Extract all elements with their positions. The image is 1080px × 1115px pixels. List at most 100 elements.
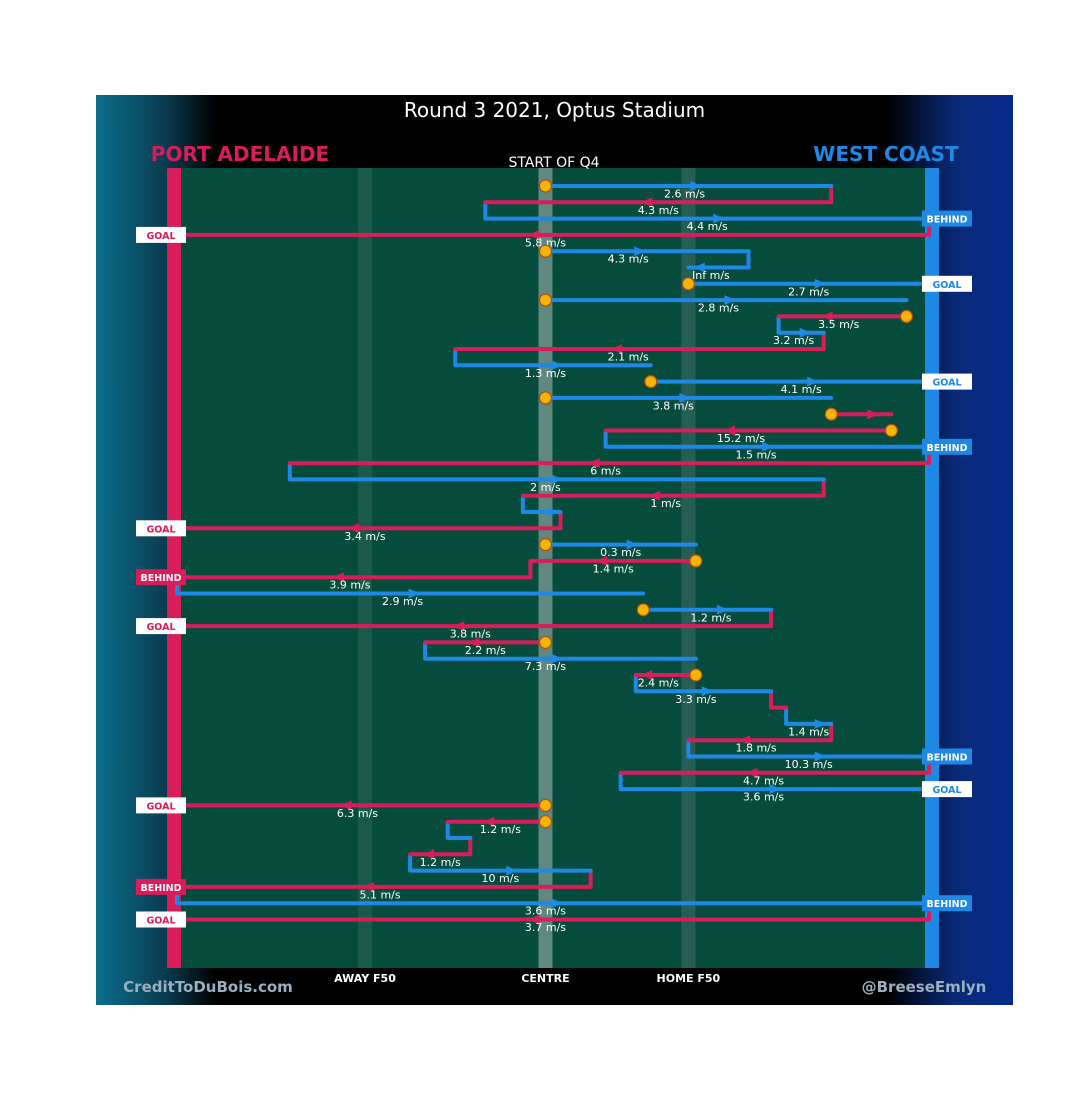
direction-arrow <box>551 898 563 909</box>
speed-label: 3.6 m/s <box>525 905 566 918</box>
centre-bounce-marker <box>538 293 553 307</box>
outcome-label: GOAL <box>146 524 175 535</box>
centre-bounce-marker <box>538 815 553 829</box>
direction-arrow <box>799 327 811 338</box>
speed-label: 2.6 m/s <box>664 188 705 201</box>
centre-bounce-marker <box>538 244 553 258</box>
speed-label: 2.8 m/s <box>698 302 739 315</box>
direction-arrow <box>551 653 563 664</box>
team-right-name: WEST COAST <box>813 142 959 166</box>
outcome-badge <box>136 520 186 537</box>
team-left-name: PORT ADELAIDE <box>151 142 329 166</box>
outcome-label: GOAL <box>932 280 961 291</box>
direction-arrow <box>724 295 736 306</box>
outcome-badge <box>136 618 186 635</box>
direction-arrow <box>814 718 826 729</box>
direction-arrow <box>626 539 638 550</box>
speed-label: 1.2 m/s <box>420 856 461 869</box>
centre-bounce-marker <box>538 391 553 405</box>
outcome-badge <box>136 569 186 586</box>
speed-label: 3.9 m/s <box>329 579 370 592</box>
direction-arrow <box>634 246 646 257</box>
speed-label: 0.3 m/s <box>600 546 641 559</box>
direction-arrow <box>408 588 420 599</box>
x-axis-label: CENTRE <box>521 972 569 985</box>
direction-arrow <box>762 441 774 452</box>
direction-arrow <box>679 392 691 403</box>
direction-arrow <box>453 621 465 632</box>
x-axis-label: AWAY F50 <box>334 972 396 985</box>
outcome-badge <box>136 878 186 895</box>
direction-arrow <box>483 816 495 827</box>
outcome-badge <box>922 373 972 390</box>
stoppage-marker <box>899 309 914 323</box>
field-band-2 <box>681 168 696 968</box>
stoppage-marker <box>689 554 703 568</box>
speed-label: 3.7 m/s <box>525 921 566 934</box>
outcome-badge <box>136 911 186 928</box>
direction-arrow <box>814 751 826 762</box>
direction-arrow <box>363 881 375 892</box>
speed-label: 2.7 m/s <box>788 285 829 298</box>
centre-bounce-marker <box>538 538 553 552</box>
outcome-label: BEHIND <box>926 899 967 910</box>
direction-arrow <box>713 213 725 224</box>
speed-label: 3.4 m/s <box>344 530 385 543</box>
chart-subtitle: START OF Q4 <box>508 155 599 171</box>
outcome-badge <box>922 781 972 798</box>
outcome-label: GOAL <box>932 785 961 796</box>
stoppage-marker <box>681 277 695 291</box>
direction-arrow <box>506 865 518 876</box>
speed-label: 6 m/s <box>590 465 621 478</box>
centre-bounce-marker <box>538 798 553 813</box>
stoppage-marker <box>636 603 650 617</box>
outcome-label: GOAL <box>146 231 175 242</box>
field-band-1 <box>538 168 553 968</box>
speed-label: 1.3 m/s <box>525 367 566 380</box>
direction-arrow <box>716 604 728 615</box>
speed-label: 5.8 m/s <box>525 236 566 249</box>
direction-arrow <box>611 344 623 354</box>
speed-label: 2.1 m/s <box>608 351 649 364</box>
credit-left: CreditToDuBois.com <box>123 978 293 996</box>
chart-svg: Round 3 2021, Optus Stadium PORT ADELAIDE… <box>123 98 986 996</box>
direction-arrow <box>423 849 435 860</box>
centre-bounce-marker <box>538 635 553 650</box>
speed-label: 1.5 m/s <box>735 448 776 461</box>
direction-arrow <box>821 311 833 322</box>
speed-label: 10.3 m/s <box>785 758 833 771</box>
outcome-badge <box>922 275 972 292</box>
speed-label: 5.1 m/s <box>359 888 400 901</box>
field-band-0 <box>358 168 372 968</box>
outcome-badge <box>922 895 972 912</box>
stoppage-marker <box>689 668 703 682</box>
direction-arrow <box>701 686 713 697</box>
direction-arrow <box>746 767 758 778</box>
speed-label: 1 m/s <box>650 497 681 510</box>
direction-arrow <box>693 262 705 273</box>
direction-arrow <box>528 229 540 240</box>
speed-label: 6.3 m/s <box>337 807 378 820</box>
outcome-label: GOAL <box>932 378 961 389</box>
chart-frame: Round 3 2021, Optus Stadium PORT ADELAIDE… <box>96 95 1013 1005</box>
speed-label: 4.4 m/s <box>687 220 728 233</box>
direction-arrow <box>551 474 563 485</box>
speed-label: 4.3 m/s <box>638 204 679 217</box>
outcome-label: GOAL <box>146 622 175 633</box>
speed-label: 2.2 m/s <box>465 644 506 657</box>
stoppage-marker <box>644 375 658 389</box>
outcome-badge <box>136 797 186 814</box>
chart-title: Round 3 2021, Optus Stadium <box>404 98 705 122</box>
direction-arrow <box>551 360 563 371</box>
stoppage-marker <box>884 423 899 438</box>
speed-label: 1.4 m/s <box>593 562 634 575</box>
speed-label: 3.2 m/s <box>773 334 814 347</box>
speed-label: 3.3 m/s <box>675 693 716 706</box>
outcome-label: GOAL <box>146 801 175 812</box>
speed-label: 15.2 m/s <box>717 432 765 445</box>
speed-label: 1.8 m/s <box>735 742 776 755</box>
outcome-badge <box>922 748 972 765</box>
outcome-label: BEHIND <box>140 883 181 894</box>
direction-arrow <box>348 523 359 534</box>
direction-arrow <box>596 555 608 566</box>
